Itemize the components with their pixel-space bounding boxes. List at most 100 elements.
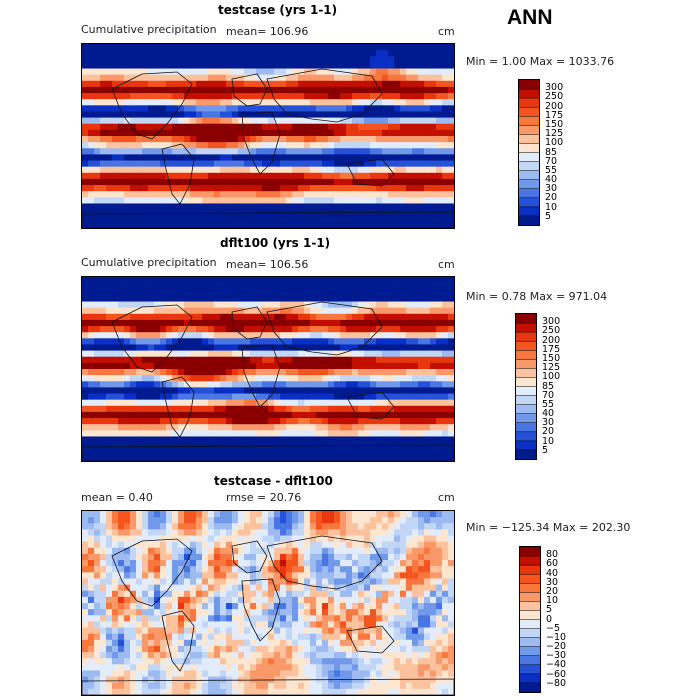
coastline [111, 71, 193, 140]
colorbar-tick-label: 20 [546, 585, 559, 597]
colorbar-tick-label: 85 [545, 146, 558, 158]
colorbar-swatch [520, 664, 540, 675]
season-label: ANN [507, 6, 553, 29]
panel1-title: testcase (yrs 1-1) [218, 3, 338, 17]
colorbar-tick-label: 40 [545, 174, 558, 186]
colorbar-tick-label: 300 [542, 316, 561, 328]
colorbar-swatch [520, 547, 540, 557]
colorbar-tick-label: 30 [545, 183, 558, 195]
colorbar-swatch [520, 673, 540, 684]
panel1-field-svg [82, 44, 454, 228]
colorbar-tick-label: −20 [546, 641, 567, 653]
colorbar-tick-label: 200 [542, 334, 561, 346]
colorbar-swatch [516, 359, 536, 369]
coastline [266, 535, 383, 590]
panel2-map [81, 276, 455, 462]
colorbar-tick-label: 40 [546, 567, 559, 579]
coastline [346, 391, 395, 420]
colorbar-swatch [516, 449, 536, 459]
colorbar-tick-label: 30 [542, 417, 555, 429]
coastline [266, 68, 383, 123]
colorbar-tick-label: 250 [545, 91, 564, 103]
colorbar-swatch [516, 341, 536, 351]
colorbar-swatch [519, 188, 539, 199]
coastline [231, 540, 268, 574]
colorbar-swatch [516, 404, 536, 415]
colorbar-tick-label: 10 [546, 595, 559, 607]
coastline [231, 306, 268, 340]
colorbar-tick-label: 125 [545, 128, 564, 140]
colorbar-swatch [516, 350, 536, 360]
panel2-mean: mean= 106.56 [226, 258, 309, 271]
colorbar-swatch [519, 197, 539, 208]
colorbar-swatch [520, 646, 540, 657]
colorbar-tick-label: −5 [546, 622, 561, 634]
colorbar-tick-label: −40 [546, 659, 567, 671]
panel3-map [81, 510, 455, 696]
colorbar-tick-label: 10 [542, 435, 555, 447]
colorbar-tick-label: 5 [545, 210, 552, 222]
coastline [346, 158, 395, 187]
colorbar-swatch [520, 583, 540, 593]
panel2-minmax: Min = 0.78 Max = 971.04 [466, 290, 608, 303]
colorbar-swatch [516, 413, 536, 424]
colorbar-swatch [516, 422, 536, 433]
colorbar-swatch [520, 565, 540, 575]
colorbar-tick-label: 0 [546, 613, 553, 625]
panel3-minmax: Min = −125.34 Max = 202.30 [466, 521, 631, 534]
field-cells [82, 511, 454, 695]
colorbar-swatch [519, 98, 539, 108]
colorbar-swatch [520, 592, 540, 602]
panel1-map [81, 43, 455, 229]
colorbar-swatch [520, 655, 540, 666]
colorbar-swatch [520, 637, 540, 648]
colorbar-swatch [519, 152, 539, 163]
coastline [161, 143, 195, 205]
coastline [241, 111, 281, 175]
colorbar-tick-label: 175 [542, 343, 561, 355]
colorbar-tick-label: −30 [546, 650, 567, 662]
colorbar-tick-label: 100 [545, 137, 564, 149]
colorbar-swatch [516, 440, 536, 451]
panel3-field-svg [82, 511, 454, 695]
coastline [241, 344, 281, 408]
panel3-rmse: rmse = 20.76 [226, 491, 302, 504]
coastline [82, 211, 454, 228]
panel2-title: dflt100 (yrs 1-1) [220, 236, 331, 250]
colorbar-swatch [520, 601, 540, 611]
coastline [346, 625, 395, 654]
coastline [231, 73, 268, 107]
panel1-mean: mean= 106.96 [226, 25, 309, 38]
colorbar-tick-label: −60 [546, 668, 567, 680]
colorbar-tick-label: 85 [542, 380, 555, 392]
panel3-mean: mean = 0.40 [81, 491, 153, 504]
colorbar-tick-label: −80 [546, 677, 567, 689]
colorbar-tick-label: 5 [546, 604, 553, 616]
panel2-colorbar [515, 313, 537, 460]
colorbar-tick-label: 80 [546, 549, 559, 561]
colorbar-tick-label: 70 [542, 389, 555, 401]
panel1-colorbar [518, 79, 540, 226]
colorbar-swatch [519, 107, 539, 117]
colorbar-tick-label: 30 [546, 576, 559, 588]
colorbar-swatch [516, 386, 536, 397]
colorbar-swatch [516, 368, 536, 378]
colorbar-swatch [520, 619, 540, 630]
colorbar-tick-label: 55 [542, 398, 555, 410]
colorbar-tick-label: 55 [545, 164, 558, 176]
colorbar-swatch [519, 80, 539, 90]
colorbar-tick-label: 60 [546, 558, 559, 570]
colorbar-swatch [519, 116, 539, 126]
colorbar-tick-label: 10 [545, 201, 558, 213]
colorbar-tick-label: −10 [546, 631, 567, 643]
coastline [266, 301, 383, 356]
colorbar-swatch [519, 179, 539, 190]
colorbar-swatch [519, 143, 539, 153]
colorbar-swatch [516, 332, 536, 342]
colorbar-swatch [520, 574, 540, 584]
coastline [82, 444, 454, 461]
colorbar-swatch [520, 556, 540, 566]
colorbar-tick-label: 125 [542, 362, 561, 374]
colorbar-tick-label: 20 [545, 192, 558, 204]
colorbar-tick-label: 250 [542, 325, 561, 337]
